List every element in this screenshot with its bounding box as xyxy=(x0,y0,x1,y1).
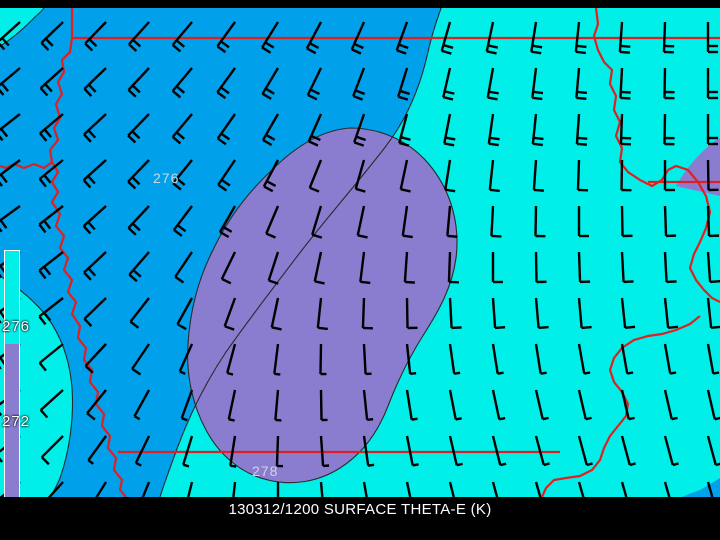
state-border-east-river-lower xyxy=(540,315,701,497)
state-border-west-river xyxy=(0,37,127,497)
fill-band-purple xyxy=(187,128,457,483)
contour-label-276: 276 xyxy=(153,170,180,186)
fill-band-cyan-corner xyxy=(0,8,44,46)
caption-bar: 130312/1200 SURFACE THETA-E (K) xyxy=(0,497,720,540)
color-bar-segment-cyan xyxy=(5,251,19,344)
contour-line-276-west xyxy=(0,275,74,497)
contour-label-278: 278 xyxy=(252,463,279,479)
color-bar-legend[interactable] xyxy=(4,250,20,509)
map-caption: 130312/1200 SURFACE THETA-E (K) xyxy=(228,501,492,518)
map-canvas[interactable]: 276 278 xyxy=(0,0,720,497)
top-letterbox xyxy=(0,0,720,8)
color-bar-label-276: 276 xyxy=(2,318,31,335)
contour-line-276 xyxy=(159,0,445,497)
map-graphics xyxy=(0,0,720,497)
contour-line-278 xyxy=(187,127,458,484)
color-bar-label-272: 272 xyxy=(2,413,31,430)
state-border-east-river xyxy=(592,7,720,303)
contour-line-corner xyxy=(0,7,45,47)
color-bar-segment-purple xyxy=(5,343,19,508)
